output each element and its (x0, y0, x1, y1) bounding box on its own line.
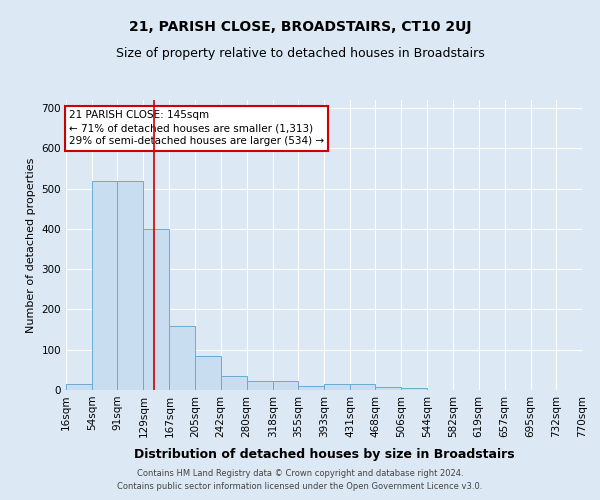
Bar (376, 387, 401, 390)
Bar (118, 180, 143, 390)
Bar (196, 356, 221, 390)
Bar (221, 376, 247, 390)
Y-axis label: Number of detached properties: Number of detached properties (26, 158, 36, 332)
Bar (401, 388, 427, 390)
Text: 21 PARISH CLOSE: 145sqm
← 71% of detached houses are smaller (1,313)
29% of semi: 21 PARISH CLOSE: 145sqm ← 71% of detache… (69, 110, 324, 146)
Bar (143, 229, 169, 390)
Bar (66, 384, 92, 390)
Text: Contains HM Land Registry data © Crown copyright and database right 2024.: Contains HM Land Registry data © Crown c… (137, 468, 463, 477)
Text: Size of property relative to detached houses in Broadstairs: Size of property relative to detached ho… (116, 48, 484, 60)
Text: 21, PARISH CLOSE, BROADSTAIRS, CT10 2UJ: 21, PARISH CLOSE, BROADSTAIRS, CT10 2UJ (129, 20, 471, 34)
Bar (247, 381, 272, 390)
Bar (324, 384, 350, 390)
Bar (169, 326, 196, 390)
X-axis label: Distribution of detached houses by size in Broadstairs: Distribution of detached houses by size … (134, 448, 514, 461)
Bar (298, 386, 324, 390)
Bar (92, 180, 118, 390)
Bar (272, 381, 298, 390)
Bar (350, 384, 376, 390)
Text: Contains public sector information licensed under the Open Government Licence v3: Contains public sector information licen… (118, 482, 482, 491)
